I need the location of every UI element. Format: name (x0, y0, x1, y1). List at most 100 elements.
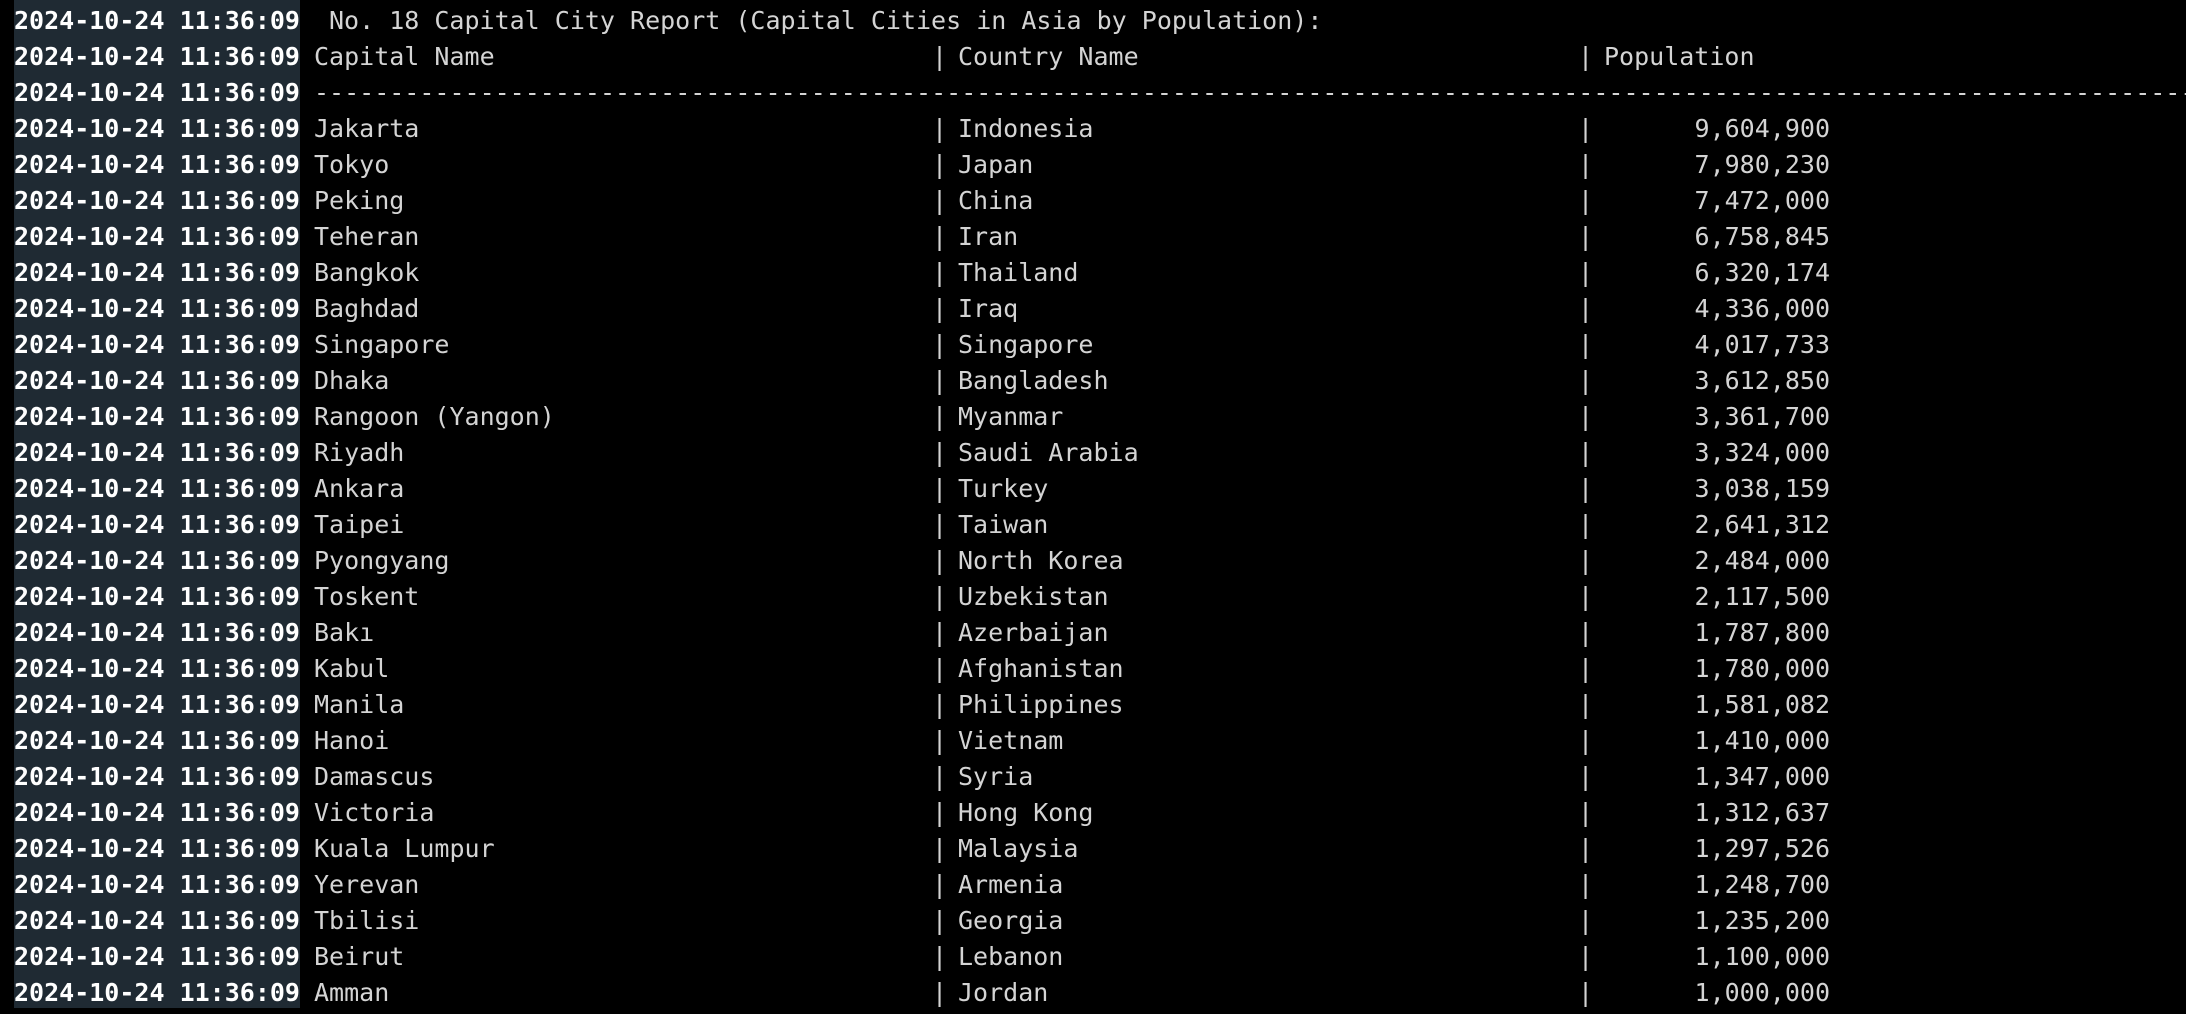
column-separator: | (932, 366, 948, 395)
capital-name-cell: Hanoi (314, 726, 390, 755)
country-name-cell: Japan (958, 150, 1034, 179)
population-cell: 1,248,700 (1694, 870, 1830, 899)
log-timestamp: 2024-10-24 11:36:09 (14, 936, 300, 972)
column-separator: | (1578, 942, 1594, 971)
column-separator: | (1578, 366, 1594, 395)
log-timestamp: 2024-10-24 11:36:09 (14, 72, 300, 108)
table-row: 2024-10-24 11:36:09 Kuala Lumpur | Malaysia… (0, 828, 2186, 864)
table-row: 2024-10-24 11:36:09 Bakı | Azerbaijan | 1,787… (0, 612, 2186, 648)
population-cell: 3,612,850 (1694, 366, 1830, 395)
population-cell: 2,484,000 (1694, 546, 1830, 575)
log-line-rule: 2024-10-24 11:36:09 --------------------… (0, 72, 2186, 108)
table-row: 2024-10-24 11:36:09 Tbilisi | Georgia | 1,235… (0, 900, 2186, 936)
column-separator: | (1578, 726, 1594, 755)
country-name-cell: North Korea (958, 546, 1124, 575)
country-name-cell: Georgia (958, 906, 1064, 935)
capital-name-cell: Beirut (314, 942, 405, 971)
column-separator: | (932, 510, 948, 539)
log-timestamp: 2024-10-24 11:36:09 (14, 144, 300, 180)
column-separator: | (1578, 150, 1594, 179)
capital-name-cell: Yerevan (314, 870, 420, 899)
column-separator: | (932, 150, 948, 179)
population-cell: 1,312,637 (1694, 798, 1830, 827)
log-timestamp: 2024-10-24 11:36:09 (14, 540, 300, 576)
column-separator: | (1578, 654, 1594, 683)
population-cell: 1,100,000 (1694, 942, 1830, 971)
column-separator: | (1578, 402, 1594, 431)
log-timestamp: 2024-10-24 11:36:09 (14, 36, 300, 72)
column-separator: | (1578, 582, 1594, 611)
table-row: 2024-10-24 11:36:09 Tokyo | Japan | 7,980,230 (0, 144, 2186, 180)
log-timestamp: 2024-10-24 11:36:09 (14, 180, 300, 216)
header-population: Population (1604, 42, 1755, 71)
population-cell: 1,581,082 (1694, 690, 1830, 719)
log-timestamp: 2024-10-24 11:36:09 (14, 828, 300, 864)
column-separator: | (1578, 906, 1594, 935)
capital-name-cell: Victoria (314, 798, 435, 827)
log-timestamp: 2024-10-24 11:36:09 (14, 0, 300, 36)
table-row: 2024-10-24 11:36:09 Riyadh | Saudi Arabia | 3… (0, 432, 2186, 468)
capital-name-cell: Amman (314, 978, 390, 1007)
table-row: 2024-10-24 11:36:09 Baghdad | Iraq | 4,336,00… (0, 288, 2186, 324)
country-name-cell: Myanmar (958, 402, 1064, 431)
column-separator: | (1578, 618, 1594, 647)
log-timestamp: 2024-10-24 11:36:09 (14, 612, 300, 648)
country-name-cell: Uzbekistan (958, 582, 1109, 611)
log-timestamp: 2024-10-24 11:36:09 (14, 756, 300, 792)
header-country-name: Country Name (958, 42, 1139, 71)
log-timestamp: 2024-10-24 11:36:09 (14, 504, 300, 540)
column-separator: | (1578, 510, 1594, 539)
capital-name-cell: Toskent (314, 582, 420, 611)
population-cell: 1,000,000 (1694, 978, 1830, 1007)
report-title: No. 18 Capital City Report (Capital Citi… (329, 6, 1323, 35)
table-row: 2024-10-24 11:36:09 Beirut | Lebanon | 1,100,… (0, 936, 2186, 972)
capital-name-cell: Manila (314, 690, 405, 719)
column-separator: | (1578, 798, 1594, 827)
capital-name-cell: Tbilisi (314, 906, 420, 935)
log-timestamp: 2024-10-24 11:36:09 (14, 900, 300, 936)
column-separator: | (932, 402, 948, 431)
column-separator: | (1578, 258, 1594, 287)
table-row: 2024-10-24 11:36:09 Peking | China | 7,472,00… (0, 180, 2186, 216)
population-cell: 7,472,000 (1694, 186, 1830, 215)
column-separator: | (1578, 870, 1594, 899)
column-separator: | (932, 438, 948, 467)
column-separator: | (1578, 330, 1594, 359)
population-cell: 6,758,845 (1694, 222, 1830, 251)
log-timestamp: 2024-10-24 11:36:09 (14, 864, 300, 900)
country-name-cell: Thailand (958, 258, 1079, 287)
capital-name-cell: Damascus (314, 762, 435, 791)
capital-name-cell: Taipei (314, 510, 405, 539)
capital-name-cell: Baghdad (314, 294, 420, 323)
population-cell: 4,336,000 (1694, 294, 1830, 323)
log-timestamp: 2024-10-24 11:36:09 (14, 720, 300, 756)
country-name-cell: Singapore (958, 330, 1094, 359)
population-cell: 1,780,000 (1694, 654, 1830, 683)
capital-name-cell: Jakarta (314, 114, 420, 143)
population-cell: 7,980,230 (1694, 150, 1830, 179)
column-separator: | (1578, 294, 1594, 323)
log-timestamp: 2024-10-24 11:36:09 (14, 288, 300, 324)
population-cell: 1,235,200 (1694, 906, 1830, 935)
table-row: 2024-10-24 11:36:09 Taipei | Taiwan | 2,641,3… (0, 504, 2186, 540)
capital-name-cell: Kabul (314, 654, 390, 683)
table-row: 2024-10-24 11:36:09 Pyongyang | North Korea… (0, 540, 2186, 576)
table-row: 2024-10-24 11:36:09 Ankara | Turkey | 3,038,1… (0, 468, 2186, 504)
column-separator: | (1578, 474, 1594, 503)
country-name-cell: Taiwan (958, 510, 1049, 539)
column-separator: | (932, 906, 948, 935)
column-separator: | (1578, 114, 1594, 143)
log-timestamp: 2024-10-24 11:36:09 (14, 360, 300, 396)
column-separator: | (932, 582, 948, 611)
capital-name-cell: Singapore (314, 330, 450, 359)
log-timestamp: 2024-10-24 11:36:09 (14, 648, 300, 684)
country-name-cell: China (958, 186, 1034, 215)
column-separator: | (932, 186, 948, 215)
log-line-title: 2024-10-24 11:36:09 No. 18 Capital City … (0, 0, 2186, 36)
column-separator: | (1578, 186, 1594, 215)
table-row: 2024-10-24 11:36:09 Bangkok | Thailand | 6,32… (0, 252, 2186, 288)
log-timestamp: 2024-10-24 11:36:09 (14, 252, 300, 288)
column-separator: | (1578, 438, 1594, 467)
population-cell: 6,320,174 (1694, 258, 1830, 287)
